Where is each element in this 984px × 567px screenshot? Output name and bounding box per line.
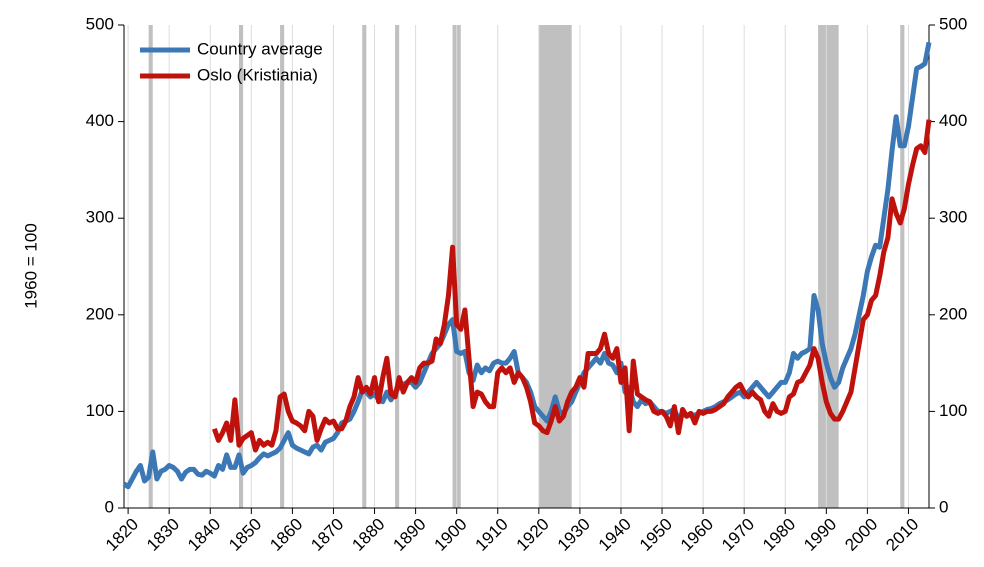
x-tick-label: 1930 xyxy=(554,515,594,555)
x-tick-label: 1830 xyxy=(143,515,183,555)
shaded-period xyxy=(900,25,905,508)
y-tick-label: 500 xyxy=(86,14,114,33)
series-line xyxy=(122,41,932,490)
x-tick-label: 1900 xyxy=(430,515,470,555)
x-tick-label: 1850 xyxy=(225,515,265,555)
y2-tick-label: 500 xyxy=(939,14,967,33)
shaded-period xyxy=(362,25,367,508)
shaded-period xyxy=(280,25,285,508)
y2-tick-label: 100 xyxy=(939,401,967,420)
x-tick-label: 1970 xyxy=(718,515,758,555)
x-tick-label: 2000 xyxy=(841,515,881,555)
y-tick-label: 200 xyxy=(86,304,114,323)
y2-tick-label: 0 xyxy=(939,497,948,516)
legend-label: Oslo (Kristiania) xyxy=(197,65,318,84)
shaded-period xyxy=(818,25,839,508)
x-tick-label: 1940 xyxy=(595,515,635,555)
y2-tick-label: 300 xyxy=(939,208,967,227)
shaded-period xyxy=(395,25,400,508)
x-tick-label: 1870 xyxy=(307,515,347,555)
x-tick-label: 1840 xyxy=(184,515,224,555)
x-tick-label: 1920 xyxy=(513,515,553,555)
x-tick-label: 1990 xyxy=(800,515,840,555)
y-tick-label: 400 xyxy=(86,111,114,130)
x-tick-label: 1880 xyxy=(348,515,388,555)
series-line xyxy=(212,119,932,453)
x-tick-label: 1980 xyxy=(759,515,799,555)
y-axis-label: 1960 = 100 xyxy=(21,223,40,309)
x-tick-label: 1860 xyxy=(266,515,306,555)
x-tick-label: 2010 xyxy=(882,515,922,555)
shaded-period xyxy=(148,25,153,508)
x-tick-label: 1910 xyxy=(472,515,512,555)
y2-tick-label: 400 xyxy=(939,111,967,130)
shaded-period xyxy=(538,25,572,508)
shaded-period xyxy=(239,25,244,508)
y-tick-label: 100 xyxy=(86,401,114,420)
y-tick-label: 300 xyxy=(86,208,114,227)
x-tick-label: 1960 xyxy=(677,515,717,555)
x-tick-label: 1950 xyxy=(636,515,676,555)
x-tick-label: 1890 xyxy=(389,515,429,555)
x-tick-label: 1820 xyxy=(102,515,142,555)
legend-label: Country average xyxy=(197,39,323,58)
y2-tick-label: 200 xyxy=(939,304,967,323)
y-tick-label: 0 xyxy=(105,497,114,516)
